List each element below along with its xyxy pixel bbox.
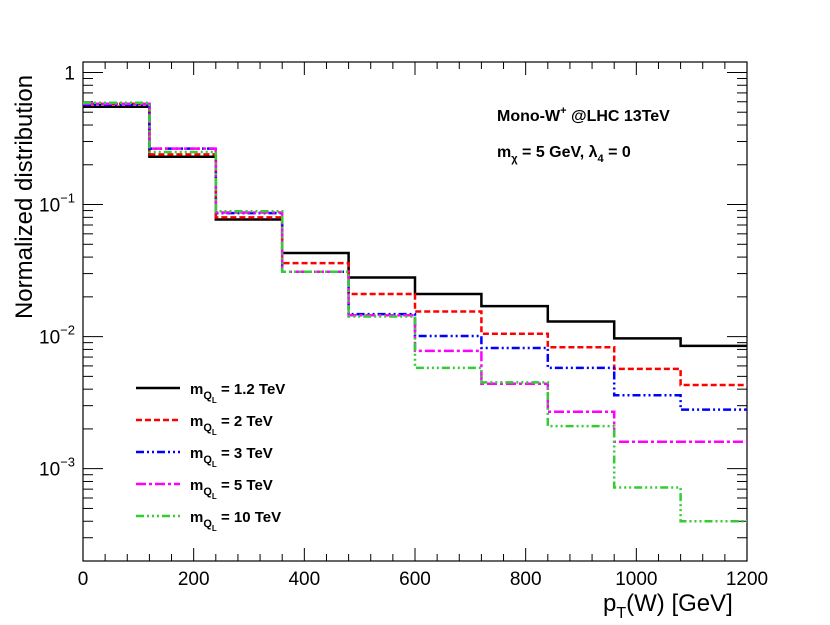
annotation-lambda: λ [589,144,598,161]
annotation-params: mχ = 5 GeV, λ4 = 0 [497,144,631,165]
y-tick-label-exp: −1 [60,191,75,206]
y-tick-label: 10−3 [39,455,75,481]
y-tick-label-exp: −2 [60,323,75,338]
annotation-lambda-sub: 4 [598,153,605,165]
x-axis-title-sub: T [616,605,626,622]
series-line-5 [83,101,747,523]
x-axis-title-main: p [603,590,616,617]
annotation-process-main: Mono-W [497,108,561,125]
legend-label-5: mQL = 10 TeV [190,509,281,533]
series-line-4 [83,102,747,443]
y-tick-label-base: 10 [39,196,60,217]
x-tick-label: 200 [178,569,210,590]
x-tick-label: 0 [78,569,89,590]
y-tick-label: 10−2 [39,323,75,349]
x-tick-label: 600 [399,569,431,590]
series-line-1 [83,105,747,348]
y-tick-label-exp: −3 [60,455,75,470]
x-axis-title-rest: (W) [GeV] [626,590,733,617]
axis-ticks [82,62,748,562]
y-tick-label-base: 10 [39,328,60,349]
annotation-mid: = 5 GeV, [518,144,589,161]
y-tick-label: 10−1 [39,191,75,217]
legend-label-3: mQL = 3 TeV [190,445,273,469]
y-axis-title: Normalized distribution [11,75,38,319]
y-tick-label: 1 [64,63,75,84]
x-tick-label: 1000 [615,569,657,590]
legend: mQL = 1.2 TeV mQL = 2 TeV mQL = 3 TeV mQL =… [136,381,285,533]
series-layer [83,101,747,523]
y-tick-label-base: 10 [39,460,60,481]
x-tick-label: 400 [288,569,320,590]
annotation-process: Mono-W+ @LHC 13TeV [497,105,670,125]
legend-label-1: mQL = 1.2 TeV [190,381,285,405]
annotation-end: = 0 [604,144,631,161]
annotation-m: m [497,144,511,161]
x-tick-label: 1200 [726,569,768,590]
x-tick-label: 800 [510,569,542,590]
plot-frame [82,61,748,562]
annotation-process-rest: @LHC 13TeV [567,108,671,125]
legend-label-4: mQL = 5 TeV [190,477,273,501]
annotation-m-sub: χ [511,153,518,165]
annotation-process-sup: + [560,105,566,117]
y-tick-label-base: 1 [64,63,75,84]
legend-label-2: mQL = 2 TeV [190,413,273,437]
x-axis-title: pT(W) [GeV] [603,590,733,622]
